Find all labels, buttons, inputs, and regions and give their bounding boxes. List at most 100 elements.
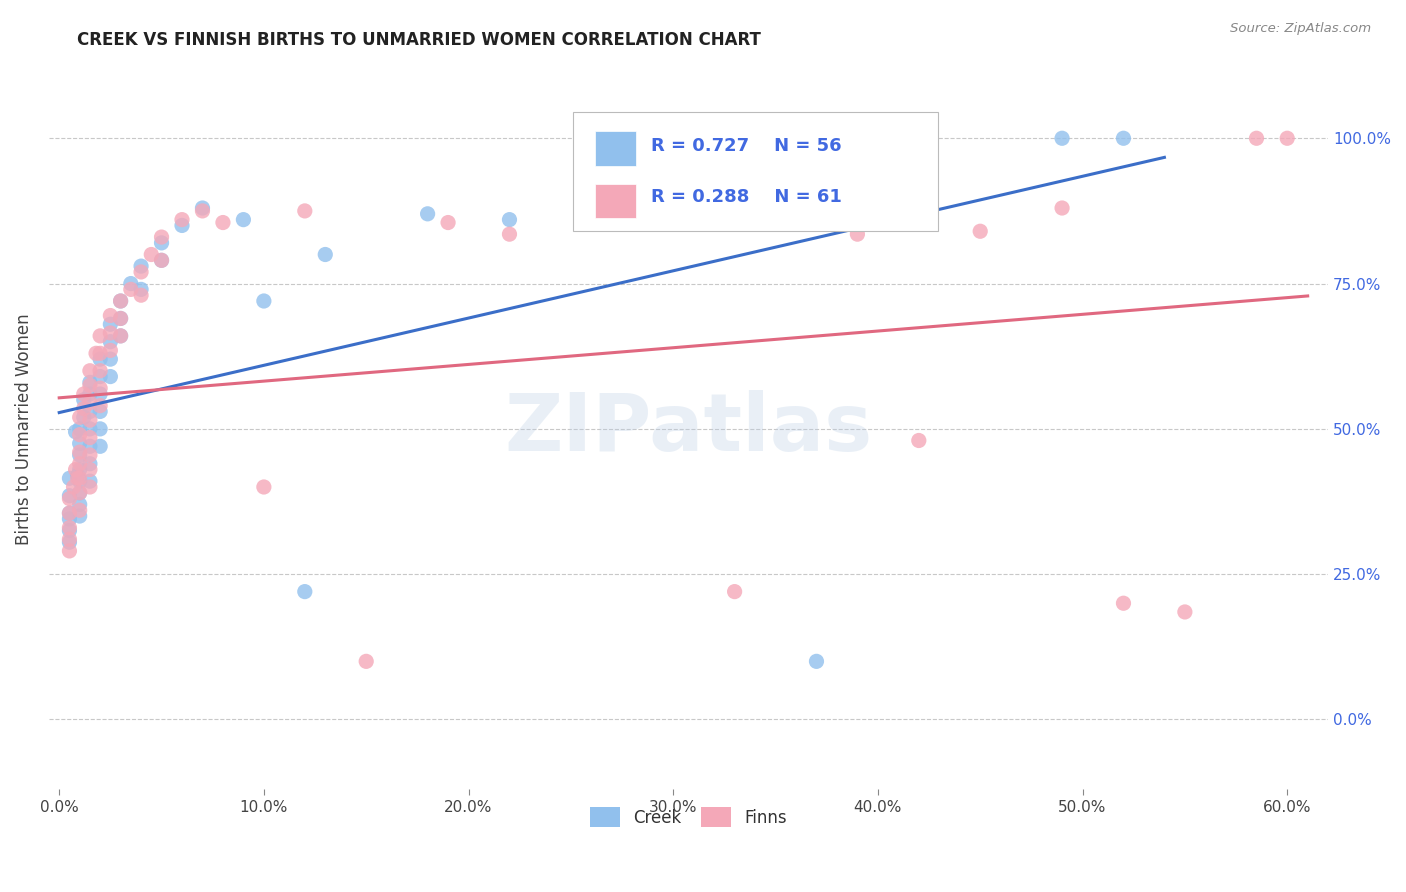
Point: [89, 364, 111, 378]
Point: [58, 489, 80, 503]
Legend: Creek, Finns: Creek, Finns: [582, 799, 796, 835]
Point: [69, 485, 91, 500]
Point: [65, 462, 87, 476]
Point: [58, 524, 80, 538]
Point: [110, 329, 132, 343]
Point: [141, 247, 163, 261]
Point: [89, 387, 111, 401]
Point: [79, 457, 101, 471]
Point: [73, 401, 96, 416]
Point: [79, 448, 101, 462]
Point: [69, 498, 91, 512]
Point: [89, 399, 111, 413]
Point: [79, 462, 101, 476]
Point: [69, 485, 91, 500]
Point: [62, 480, 84, 494]
Point: [69, 462, 91, 476]
Bar: [595, 184, 636, 219]
Point: [1174, 605, 1197, 619]
Point: [100, 309, 122, 323]
Point: [58, 491, 80, 506]
Point: [498, 227, 520, 242]
Point: [73, 392, 96, 407]
Point: [129, 282, 152, 296]
Point: [79, 431, 101, 445]
Point: [84, 346, 107, 360]
Point: [129, 288, 152, 302]
Point: [100, 318, 122, 332]
Point: [110, 329, 132, 343]
Point: [1246, 131, 1268, 145]
Point: [150, 253, 173, 268]
Point: [79, 378, 101, 392]
Point: [69, 445, 91, 459]
Point: [120, 277, 142, 291]
Point: [100, 352, 122, 367]
Text: ZIPatlas: ZIPatlas: [505, 390, 873, 468]
FancyBboxPatch shape: [574, 112, 938, 231]
Point: [69, 422, 91, 436]
Point: [73, 387, 96, 401]
Point: [69, 457, 91, 471]
Point: [621, 210, 644, 224]
Point: [79, 474, 101, 488]
Point: [150, 230, 173, 244]
Point: [120, 282, 142, 296]
Point: [191, 203, 214, 218]
Point: [110, 311, 132, 326]
Point: [89, 422, 111, 436]
Point: [212, 215, 235, 229]
Point: [89, 369, 111, 384]
Point: [191, 201, 214, 215]
Point: [498, 212, 520, 227]
Point: [69, 448, 91, 462]
Point: [89, 439, 111, 453]
Text: CREEK VS FINNISH BIRTHS TO UNMARRIED WOMEN CORRELATION CHART: CREEK VS FINNISH BIRTHS TO UNMARRIED WOM…: [77, 31, 761, 49]
Point: [79, 413, 101, 427]
Point: [66, 471, 89, 485]
Point: [79, 364, 101, 378]
Point: [150, 253, 173, 268]
Point: [907, 434, 929, 448]
Point: [58, 506, 80, 520]
Point: [89, 329, 111, 343]
Point: [437, 215, 460, 229]
Point: [58, 544, 80, 558]
Point: [89, 381, 111, 395]
Point: [110, 311, 132, 326]
Bar: [595, 131, 636, 166]
Point: [89, 352, 111, 367]
Point: [354, 654, 377, 668]
Point: [129, 265, 152, 279]
Point: [69, 436, 91, 450]
Point: [1277, 131, 1299, 145]
Text: R = 0.727    N = 56: R = 0.727 N = 56: [651, 136, 842, 154]
Point: [69, 474, 91, 488]
Text: Source: ZipAtlas.com: Source: ZipAtlas.com: [1230, 22, 1371, 36]
Point: [79, 387, 101, 401]
Point: [150, 235, 173, 250]
Point: [806, 654, 828, 668]
Point: [1112, 596, 1135, 610]
Point: [1050, 131, 1073, 145]
Point: [253, 293, 276, 308]
Point: [100, 334, 122, 349]
Y-axis label: Births to Unmarried Women: Births to Unmarried Women: [15, 313, 32, 545]
Point: [232, 212, 254, 227]
Text: R = 0.288    N = 61: R = 0.288 N = 61: [651, 188, 842, 206]
Point: [79, 439, 101, 453]
Point: [621, 201, 644, 215]
Point: [69, 509, 91, 524]
Point: [723, 584, 745, 599]
Point: [129, 259, 152, 273]
Point: [110, 293, 132, 308]
Point: [69, 410, 91, 425]
Point: [58, 533, 80, 547]
Point: [58, 512, 80, 526]
Point: [253, 480, 276, 494]
Point: [73, 410, 96, 425]
Point: [416, 207, 439, 221]
Point: [100, 343, 122, 358]
Point: [907, 189, 929, 203]
Point: [314, 247, 336, 261]
